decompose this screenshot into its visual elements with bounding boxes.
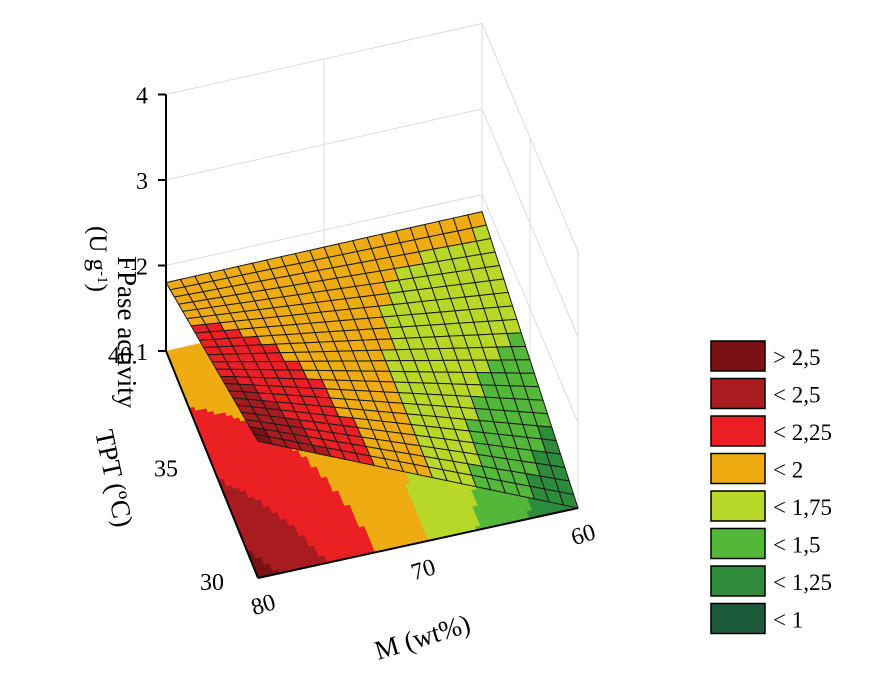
y-axis-label: TPT (ºC) (89, 427, 139, 530)
legend-label: < 1,75 (773, 495, 832, 520)
z-tick-label: 3 (136, 169, 148, 195)
z-unit-close: ) (84, 284, 111, 292)
legend-label: < 1 (773, 608, 803, 633)
legend-swatch (710, 377, 766, 410)
legend-swatch (710, 527, 766, 560)
legend: > 2,5 < 2,5 < 2,25 < 2 < 1,75 < 1,5 < 1,25 < 1 (710, 340, 832, 635)
legend-label: < 2 (773, 458, 803, 483)
x-tick-label: 80 (248, 589, 279, 621)
grid-line (165, 193, 579, 423)
z-axis-label: FPase activity (112, 256, 142, 409)
z-unit-superscript: -1 (94, 271, 110, 284)
z-tick-label: 4 (136, 84, 148, 110)
legend-label: > 2,5 (773, 345, 820, 370)
z-unit-text: (U g (84, 226, 111, 272)
legend-swatch (710, 415, 766, 447)
legend-swatch (710, 340, 766, 372)
legend-swatch (710, 602, 766, 635)
grid-line (165, 108, 579, 338)
legend-label: < 1,5 (773, 533, 820, 558)
legend-label: < 2,5 (773, 383, 820, 408)
z-axis-unit: (U g-1) (84, 226, 111, 292)
x-tick-label: 60 (568, 519, 599, 551)
x-tick-label: 70 (408, 554, 439, 586)
grid-line (165, 22, 579, 252)
legend-label: < 1,25 (773, 570, 832, 595)
y-tick-label: 35 (154, 457, 178, 483)
legend-label: < 2,25 (773, 420, 832, 445)
legend-swatch (710, 452, 766, 485)
legend-swatch (710, 490, 766, 522)
y-tick-label: 30 (200, 570, 224, 596)
legend-swatch (710, 565, 766, 597)
x-axis-label: M (wt%) (371, 608, 474, 665)
